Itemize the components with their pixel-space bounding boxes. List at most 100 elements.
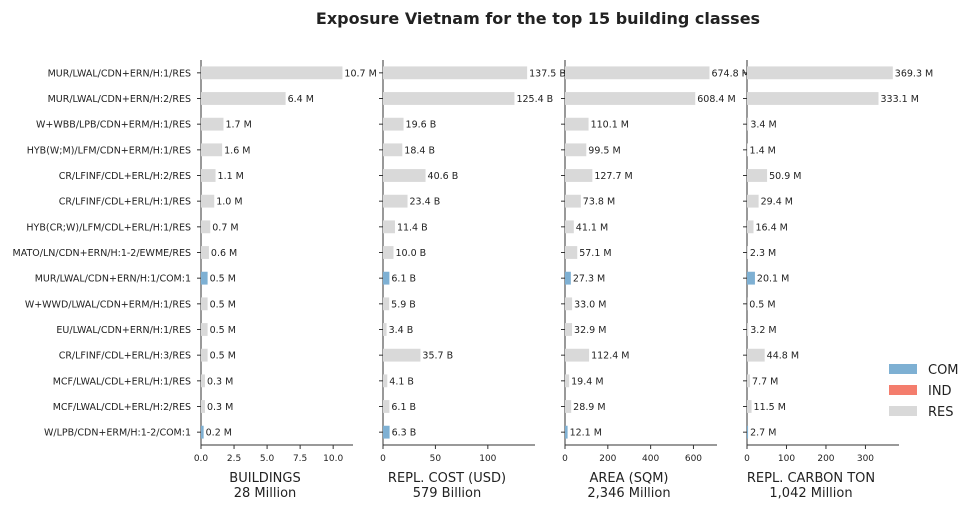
- x-tick-label: 600: [685, 454, 702, 464]
- x-tick-label: 100: [778, 454, 795, 464]
- x-tick-label: 300: [857, 454, 874, 464]
- category-label: CR/LFINF/CDL+ERL/H:3/RES: [59, 351, 191, 362]
- x-tick-label: 7.5: [293, 454, 307, 464]
- bar: [747, 400, 752, 413]
- data-label: 6.1 B: [391, 402, 416, 413]
- data-label: 32.9 M: [574, 325, 606, 336]
- bar: [201, 272, 208, 285]
- bar: [747, 272, 755, 285]
- data-label: 16.4 M: [755, 222, 787, 233]
- data-label: 1.6 M: [224, 145, 250, 156]
- data-label: 0.3 M: [207, 402, 233, 413]
- panel-total: 1,042 Million: [769, 486, 852, 501]
- data-label: 20.1 M: [757, 274, 789, 285]
- bar: [565, 272, 571, 285]
- bar: [747, 195, 759, 208]
- data-label: 137.5 B: [529, 68, 566, 79]
- panel-total: 28 Million: [234, 486, 297, 501]
- data-label: 41.1 M: [576, 222, 608, 233]
- bar: [201, 195, 214, 208]
- bar: [383, 349, 420, 362]
- bar: [383, 400, 389, 413]
- bar: [565, 323, 572, 336]
- category-label: MUR/LWAL/CDN+ERN/H:1/COM:1: [35, 274, 191, 285]
- data-label: 674.8 M: [711, 68, 749, 79]
- data-label: 18.4 B: [404, 145, 435, 156]
- data-label: 0.5 M: [749, 299, 775, 310]
- x-tick-label: 5.0: [260, 454, 275, 464]
- bar: [201, 426, 204, 439]
- legend-swatch: [889, 385, 917, 395]
- bar: [747, 66, 893, 79]
- data-label: 369.3 M: [895, 68, 933, 79]
- data-label: 28.9 M: [573, 402, 605, 413]
- panel-total: 579 Billion: [413, 486, 482, 501]
- x-axis-label: REPL. COST (USD): [388, 471, 506, 486]
- bar: [201, 169, 216, 182]
- data-label: 33.0 M: [574, 299, 606, 310]
- data-label: 0.5 M: [210, 351, 236, 362]
- bar: [565, 143, 586, 156]
- data-label: 2.7 M: [750, 428, 776, 439]
- panel-total: 2,346 Million: [587, 486, 670, 501]
- x-tick-label: 2.5: [227, 454, 241, 464]
- category-label: MCF/LWAL/CDL+ERL/H:2/RES: [53, 402, 191, 413]
- data-label: 10.7 M: [344, 68, 376, 79]
- category-label: MUR/LWAL/CDN+ERN/H:2/RES: [48, 94, 191, 105]
- data-label: 5.9 B: [391, 299, 416, 310]
- bar: [565, 220, 574, 233]
- x-tick-label: 50: [430, 454, 442, 464]
- bar: [565, 426, 568, 439]
- x-axis-label: REPL. CARBON TON: [747, 471, 875, 486]
- bar: [383, 272, 389, 285]
- plot-layer: MUR/LWAL/CDN+ERN/H:1/RESMUR/LWAL/CDN+ERN…: [13, 60, 934, 501]
- chart-title: Exposure Vietnam for the top 15 building…: [316, 9, 760, 28]
- data-label: 0.5 M: [210, 274, 236, 285]
- category-label: W+WBB/LPB/CDN+ERM/H:1/RES: [36, 120, 191, 131]
- bar: [383, 169, 426, 182]
- data-label: 0.6 M: [211, 248, 237, 259]
- data-label: 7.7 M: [752, 376, 778, 387]
- data-label: 110.1 M: [591, 120, 629, 131]
- category-label: W+WWD/LWAL/CDN+ERM/H:1/RES: [25, 299, 191, 310]
- bar: [565, 118, 589, 131]
- data-label: 6.3 B: [392, 428, 417, 439]
- bar: [201, 246, 209, 259]
- bar: [201, 143, 222, 156]
- bar: [201, 297, 208, 310]
- x-tick-label: 0: [744, 454, 750, 464]
- x-tick-label: 0: [380, 454, 386, 464]
- bar: [747, 169, 767, 182]
- legend-swatch: [889, 364, 917, 374]
- data-label: 1.0 M: [216, 197, 242, 208]
- bar: [747, 246, 748, 259]
- bar: [201, 66, 342, 79]
- data-label: 3.4 B: [389, 325, 414, 336]
- data-label: 1.4 M: [750, 145, 776, 156]
- bar: [747, 220, 753, 233]
- bar: [565, 246, 577, 259]
- data-label: 12.1 M: [570, 428, 602, 439]
- bar: [565, 349, 589, 362]
- bar: [747, 349, 765, 362]
- data-label: 3.4 M: [750, 120, 776, 131]
- bar: [201, 92, 286, 105]
- bar: [383, 374, 387, 387]
- bar: [565, 400, 571, 413]
- category-label: W/LPB/CDN+ERM/H:1-2/COM:1: [44, 428, 191, 439]
- bar: [383, 92, 514, 105]
- data-label: 6.1 B: [391, 274, 416, 285]
- bar: [201, 118, 223, 131]
- data-label: 125.4 B: [516, 94, 553, 105]
- data-label: 23.4 B: [410, 197, 441, 208]
- data-label: 608.4 M: [697, 94, 735, 105]
- data-label: 29.4 M: [761, 197, 793, 208]
- bar: [201, 220, 210, 233]
- x-tick-label: 10.0: [323, 454, 343, 464]
- legend-label: RES: [928, 405, 954, 420]
- data-label: 4.1 B: [389, 376, 414, 387]
- category-label: HYB(W;M)/LFM/CDN+ERM/H:1/RES: [27, 145, 191, 156]
- data-label: 27.3 M: [573, 274, 605, 285]
